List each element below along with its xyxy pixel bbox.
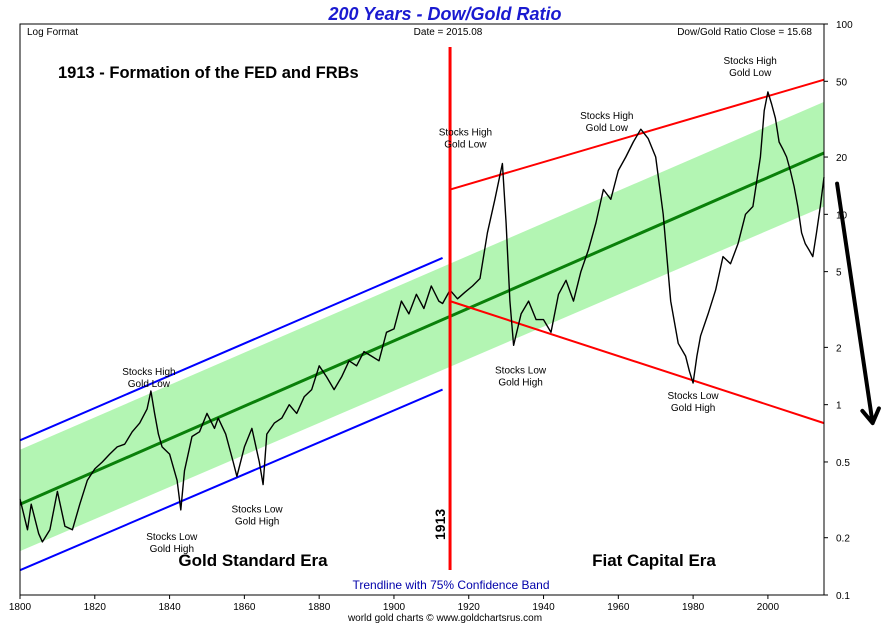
annotation-label: Stocks Low bbox=[495, 365, 547, 376]
plot-area bbox=[19, 47, 825, 572]
annotation-label: Gold Low bbox=[586, 123, 629, 134]
plot-frame bbox=[19, 23, 825, 596]
annotation-label: Gold High bbox=[235, 517, 279, 528]
annotation-label: Gold High bbox=[671, 403, 715, 414]
y-tick-label: 0.1 bbox=[836, 591, 850, 602]
y-tick-label: 20 bbox=[836, 153, 848, 164]
annotation-label: Stocks Low bbox=[146, 532, 198, 543]
x-axis: 1800 1820 1840 1860 1880 1900 1920 1940 1960 1980… bbox=[9, 595, 780, 613]
y-tick-label: 50 bbox=[836, 77, 848, 88]
chart-title: 200 Years - Dow/Gold Ratio bbox=[327, 4, 561, 24]
annotation-label: Gold High bbox=[150, 544, 194, 555]
blue-channel-lower bbox=[19, 388, 443, 572]
source-credit: world gold charts © www.goldchartsrus.co… bbox=[347, 613, 542, 624]
x-tick-label: 1980 bbox=[682, 602, 705, 613]
annotation-label: Gold Low bbox=[729, 68, 772, 79]
ratio-series-line bbox=[19, 91, 825, 543]
annotation-label: Stocks High bbox=[439, 128, 492, 139]
annotation-label: Stocks High bbox=[580, 111, 633, 122]
down-arrow-icon bbox=[835, 181, 881, 426]
x-tick-label: 1840 bbox=[158, 602, 181, 613]
x-tick-label: 2000 bbox=[757, 602, 780, 613]
date-label: Date = 2015.08 bbox=[414, 27, 483, 38]
x-tick-label: 1820 bbox=[84, 602, 107, 613]
x-tick-label: 1860 bbox=[233, 602, 256, 613]
fed-year-label: 1913 bbox=[432, 509, 448, 540]
y-tick-label: 100 bbox=[836, 20, 853, 31]
x-tick-label: 1920 bbox=[458, 602, 481, 613]
annotation-label: Gold High bbox=[498, 377, 542, 388]
fed-headline: 1913 - Formation of the FED and FRBs bbox=[58, 64, 359, 82]
x-tick-label: 1880 bbox=[308, 602, 331, 613]
annotation-label: Stocks Low bbox=[232, 505, 284, 516]
x-tick-label: 1940 bbox=[532, 602, 555, 613]
x-tick-label: 1800 bbox=[9, 602, 32, 613]
annotation-label: Stocks High bbox=[122, 367, 175, 378]
y-tick-label: 0.5 bbox=[836, 458, 850, 469]
confidence-band bbox=[20, 101, 824, 552]
x-tick-label: 1960 bbox=[607, 602, 630, 613]
blue-channel-upper bbox=[19, 257, 443, 442]
fiat-capital-era-label: Fiat Capital Era bbox=[592, 551, 716, 570]
y-tick-label: 5 bbox=[836, 268, 842, 279]
trend-line bbox=[19, 151, 825, 506]
y-tick-label: 0.2 bbox=[836, 534, 850, 545]
annotation-label: Gold Low bbox=[444, 140, 487, 151]
trendline-caption: Trendline with 75% Confidence Band bbox=[352, 578, 549, 592]
annotation-label: Gold Low bbox=[128, 379, 171, 390]
annotation-label: Stocks Low bbox=[668, 391, 720, 402]
red-channel-lower bbox=[449, 300, 825, 425]
ratio-close-label: Dow/Gold Ratio Close = 15.68 bbox=[677, 27, 812, 38]
log-format-label: Log Format bbox=[27, 27, 78, 38]
x-tick-label: 1900 bbox=[383, 602, 406, 613]
annotation-label: Stocks High bbox=[724, 56, 777, 67]
gold-standard-era-label: Gold Standard Era bbox=[178, 551, 328, 570]
y-tick-label: 1 bbox=[836, 401, 842, 412]
y-tick-label: 2 bbox=[836, 343, 842, 354]
